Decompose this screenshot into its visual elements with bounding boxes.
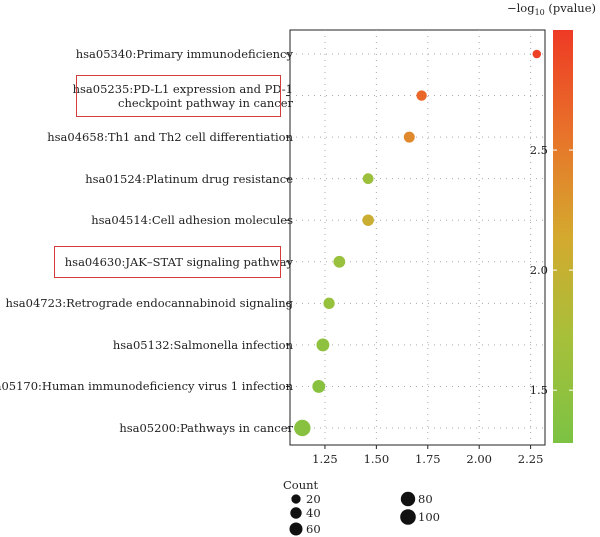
data-point [333, 255, 346, 268]
size-legend-dot [400, 509, 416, 525]
data-point [323, 297, 335, 309]
colorbar-tick-label: 2.5 [530, 143, 548, 157]
colorbar-title-suffix: (pvalue) [545, 1, 596, 15]
category-label-line: hsa04723:Retrograde endocannabinoid sign… [5, 296, 293, 311]
category-label-line: hsa05200:Pathways in cancer [119, 421, 293, 435]
size-legend-label: 60 [306, 522, 321, 536]
highlight-box [76, 74, 281, 117]
data-point [316, 338, 330, 352]
size-legend-dot [290, 507, 302, 519]
colorbar-tick-label: 1.5 [530, 383, 548, 397]
size-legend-label: 40 [306, 506, 321, 520]
category-label: hsa05200:Pathways in cancer [119, 421, 293, 435]
x-tick-label: 1.25 [312, 452, 338, 466]
category-label-line: hsa04630:JAK–STAT signaling pathway [64, 254, 293, 269]
category-label: hsa04630:JAK–STAT signaling pathway [65, 255, 293, 269]
category-label-line: checkpoint pathway in cancer [118, 95, 293, 110]
data-point [532, 49, 542, 59]
category-label-line: hsa04514:Cell adhesion molecules [91, 213, 293, 228]
category-label: hsa05340:Primary immunodeficiency [76, 47, 293, 61]
category-label-line: hsa04658:Th1 and Th2 cell differentiatio… [47, 130, 293, 145]
category-label: hsa04658:Th1 and Th2 cell differentiatio… [47, 130, 293, 144]
category-label-line: hsa05235:PD-L1 expression and PD-1 [72, 81, 293, 96]
data-point [294, 419, 311, 437]
data-point [416, 90, 427, 101]
x-tick-label: 1.75 [415, 452, 441, 466]
category-label-line: hsa05170:Human immunodeficiency virus 1 … [0, 379, 293, 394]
category-label: hsa04514:Cell adhesion molecules [91, 213, 293, 227]
size-legend-title: Count [283, 478, 319, 492]
data-point [312, 380, 326, 393]
colorbar-title-subscript: 10 [535, 8, 545, 17]
x-tick-label: 2.00 [466, 452, 492, 466]
category-label: hsa01524:Platinum drug resistance [85, 172, 293, 186]
data-point [362, 214, 374, 226]
size-legend-label: 20 [306, 492, 321, 506]
category-label-line: hsa05132:Salmonella infection [112, 337, 293, 352]
size-legend-dot [289, 522, 303, 536]
category-label: hsa05170:Human immunodeficiency virus 1 … [0, 379, 293, 393]
size-legend-dot [291, 494, 301, 504]
colorbar-title: −log10 (pvalue) [507, 1, 596, 17]
size-legend-label: 100 [418, 510, 440, 524]
data-point [403, 131, 415, 143]
category-label: hsa05235:PD-L1 expression and PD-1 checkp… [73, 82, 293, 110]
highlight-box [54, 245, 281, 278]
size-legend-label: 80 [418, 492, 433, 506]
colorbar [553, 30, 573, 443]
plot-frame [289, 29, 546, 446]
category-label-line: hsa05340:Primary immunodeficiency [75, 47, 293, 61]
x-tick-label: 1.50 [364, 452, 390, 466]
category-label: hsa04723:Retrograde endocannabinoid sign… [5, 296, 293, 310]
data-point [362, 173, 374, 185]
x-tick-label: 2.25 [518, 452, 544, 466]
size-legend-dot [400, 491, 416, 507]
colorbar-tick-label: 2.0 [530, 263, 548, 277]
category-label: hsa05132:Salmonella infection [113, 338, 293, 352]
category-label-line: hsa01524:Platinum drug resistance [85, 171, 293, 186]
colorbar-title-prefix: −log [507, 1, 535, 15]
